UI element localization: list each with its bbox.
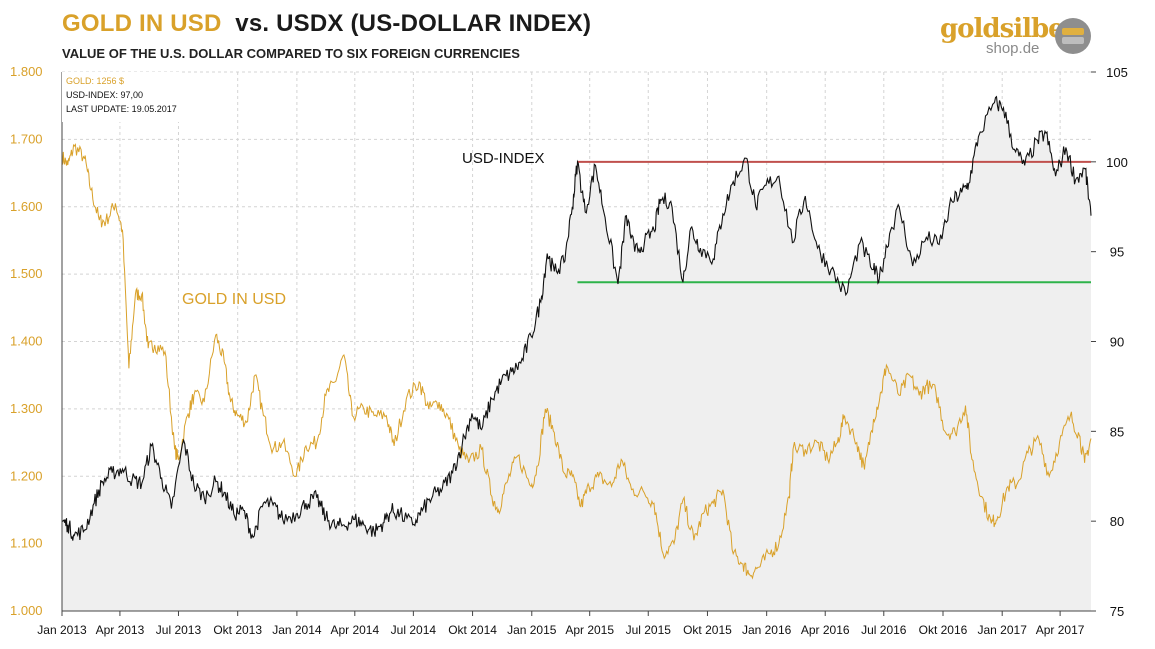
usdx-series-line	[61, 95, 1092, 541]
left-axis-ticks: 1.000 1.100 1.200 1.300 1.400 1.500 1.600 1.700…	[10, 64, 43, 618]
x-tick-label: Okt 2014	[448, 623, 497, 637]
left-tick-label: 1.400	[10, 334, 43, 349]
usdx-area-fill	[62, 96, 1091, 611]
info-gold-value: GOLD: 1256 $	[66, 76, 124, 86]
x-axis-ticks: Jan 2013 Apr 2013 Jul 2013 Okt 2013 Jan 2014…	[37, 611, 1085, 637]
x-tick-label: Jan 2013	[37, 623, 87, 637]
left-tick-label: 1.600	[10, 199, 43, 214]
x-tick-label: Apr 2017	[1036, 623, 1085, 637]
logo-text-domain: shop.de	[986, 40, 1040, 57]
x-tick-label: Jan 2016	[742, 623, 792, 637]
chart-subtitle: VALUE OF THE U.S. DOLLAR COMPARED TO SIX…	[62, 46, 520, 61]
right-tick-label: 90	[1110, 335, 1124, 350]
x-tick-label: Apr 2016	[801, 623, 850, 637]
x-tick-label: Jan 2015	[507, 623, 557, 637]
right-tick-label: 75	[1110, 604, 1124, 619]
title-usdx-part: vs. USDX (US-DOLLAR INDEX)	[235, 10, 592, 37]
right-tick-label: 85	[1110, 424, 1124, 439]
brand-logo: goldsilber shop.de	[940, 14, 1100, 58]
x-tick-label: Okt 2013	[213, 623, 262, 637]
left-tick-label: 1.800	[10, 64, 43, 79]
left-tick-label: 1.700	[10, 131, 43, 146]
info-last-update: LAST UPDATE: 19.05.2017	[66, 104, 177, 114]
left-tick-label: 1.300	[10, 401, 43, 416]
info-box-bg	[62, 72, 182, 122]
right-axis-ticks: 75 80 85 90 95 100 105	[1091, 65, 1128, 619]
chart-title: GOLD IN USD vs. USDX (US-DOLLAR INDEX)	[62, 10, 591, 38]
x-tick-label: Okt 2016	[919, 623, 968, 637]
x-tick-label: Jul 2016	[861, 623, 907, 637]
left-tick-label: 1.100	[10, 536, 43, 551]
x-tick-label: Okt 2015	[683, 623, 732, 637]
left-tick-label: 1.000	[10, 603, 43, 618]
right-tick-label: 95	[1110, 245, 1124, 260]
usdx-series-annotation: USD-INDEX	[462, 150, 545, 167]
x-tick-label: Jul 2014	[391, 623, 437, 637]
logo-text-main: goldsilber	[940, 14, 1077, 44]
gold-series-line	[61, 143, 1092, 580]
left-tick-label: 1.200	[10, 468, 43, 483]
x-tick-label: Jul 2013	[156, 623, 202, 637]
right-tick-label: 80	[1110, 514, 1124, 529]
right-tick-label: 100	[1106, 155, 1128, 170]
x-tick-label: Apr 2013	[96, 623, 145, 637]
x-tick-label: Jan 2014	[272, 623, 322, 637]
right-tick-label: 105	[1106, 65, 1128, 80]
x-tick-label: Jan 2017	[977, 623, 1027, 637]
title-gold-part: GOLD IN USD	[62, 10, 222, 37]
gold-bars-coin-icon	[1055, 18, 1091, 54]
x-tick-label: Jul 2015	[626, 623, 672, 637]
info-usdx-value: USD-INDEX: 97,00	[66, 90, 143, 100]
x-tick-label: Apr 2015	[565, 623, 614, 637]
left-tick-label: 1.500	[10, 266, 43, 281]
x-tick-label: Apr 2014	[330, 623, 379, 637]
gold-series-annotation: GOLD IN USD	[182, 291, 286, 308]
